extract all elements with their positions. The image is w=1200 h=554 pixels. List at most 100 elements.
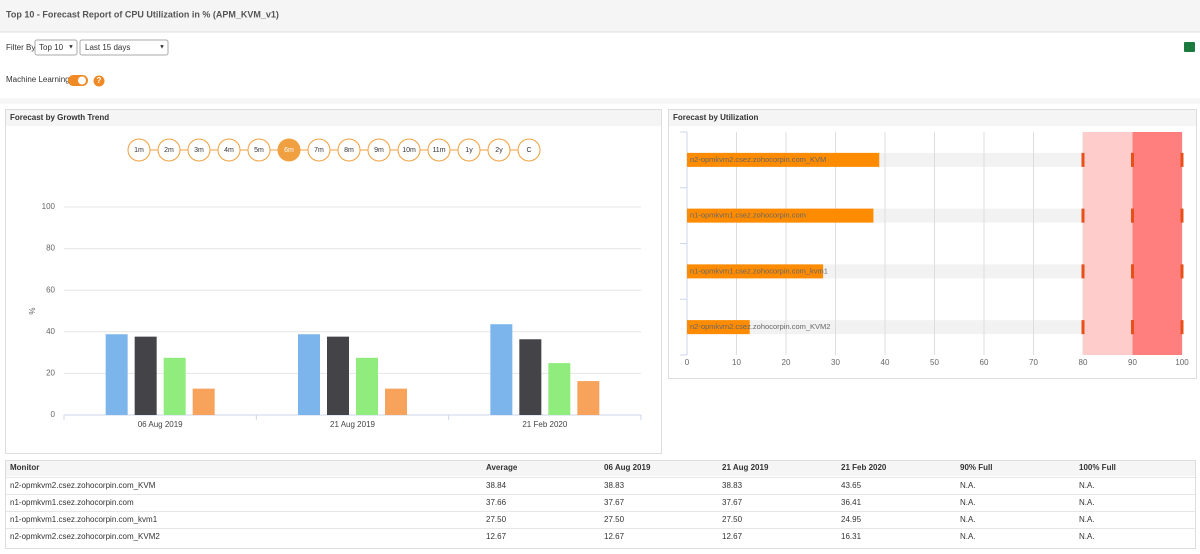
period-button[interactable]: [157, 138, 181, 162]
cell: 16.31: [841, 532, 862, 541]
x-tick-label: 70: [1029, 358, 1038, 367]
period-button[interactable]: [457, 138, 481, 162]
bar: [298, 334, 320, 415]
period-button[interactable]: [427, 138, 451, 162]
bar: [687, 152, 880, 167]
period-button[interactable]: [367, 138, 391, 162]
page-title: Top 10 - Forecast Report of CPU Utilizat…: [6, 9, 279, 19]
x-tick-label: 60: [980, 358, 989, 367]
x-tick-label: 0: [685, 358, 690, 367]
x-tick-label: 20: [782, 358, 791, 367]
period-button[interactable]: [127, 138, 151, 162]
period-label: 11m: [432, 147, 445, 154]
panel-title: Forecast by Growth Trend: [10, 113, 109, 122]
column-header: 06 Aug 2019: [604, 463, 651, 472]
bar-label: n2-opmkvm2.csez.zohocorpin.com_KVM: [690, 155, 826, 164]
bar: [687, 264, 824, 279]
bar: [134, 336, 157, 415]
y-tick-label: 0: [51, 410, 56, 419]
y-tick-label: 80: [46, 244, 55, 253]
band-marker: [1180, 152, 1184, 167]
period-label: 2y: [495, 147, 503, 154]
period-button[interactable]: [337, 138, 361, 162]
x-tick-label: 10: [732, 358, 741, 367]
period-button[interactable]: [187, 138, 211, 162]
cell: N.A.: [1079, 532, 1095, 541]
panel-head: [6, 110, 661, 126]
bar: [490, 324, 513, 415]
period-button[interactable]: [217, 138, 241, 162]
x-tick-label: 40: [881, 358, 890, 367]
x-tick-label: 50: [930, 358, 939, 367]
band-marker: [1081, 152, 1085, 167]
period-button[interactable]: [307, 138, 331, 162]
period-label: 8m: [344, 147, 354, 154]
cell: N.A.: [960, 498, 976, 507]
cell: n2-opmkvm2.csez.zohocorpin.com_KVM2: [10, 532, 160, 541]
bar: [519, 339, 542, 415]
period-label: C: [526, 147, 531, 154]
band-marker: [1131, 264, 1134, 279]
cell: 12.67: [604, 532, 625, 541]
column-header: Average: [486, 463, 518, 472]
cell: N.A.: [1079, 498, 1095, 507]
dropdown-arrow: ▼: [159, 45, 165, 51]
column-header: Monitor: [10, 463, 39, 472]
cell: n1-opmkvm1.csez.zohocorpin.com: [10, 498, 134, 507]
x-tick-label: 80: [1079, 358, 1088, 367]
range-select[interactable]: [79, 39, 169, 56]
period-button[interactable]: [517, 138, 541, 162]
period-label: 2m: [164, 147, 174, 154]
period-button[interactable]: [397, 138, 421, 162]
bar-label: n1-opmkvm1.csez.zohocorpin.com_kvm1: [690, 266, 828, 275]
cell: n2-opmkvm2.csez.zohocorpin.com_KVM: [10, 481, 156, 490]
help-icon[interactable]: [93, 75, 105, 87]
bar: [105, 334, 128, 415]
cell: 37.66: [486, 498, 507, 507]
plot-band: [1083, 132, 1133, 355]
period-label: 10m: [402, 147, 416, 154]
band-marker: [1131, 152, 1134, 167]
bar: [356, 357, 378, 415]
cell: 43.65: [841, 481, 862, 490]
cell: 12.67: [486, 532, 507, 541]
band-marker: [1180, 208, 1184, 223]
cell: 38.83: [604, 481, 625, 490]
column-header: 100% Full: [1079, 463, 1116, 472]
band-marker: [1180, 320, 1184, 335]
cell: 38.83: [722, 481, 743, 490]
excel-icon[interactable]: [1184, 42, 1195, 52]
period-label: 4m: [224, 147, 234, 154]
period-label: 3m: [194, 147, 204, 154]
cell: n1-opmkvm1.csez.zohocorpin.com_kvm1: [10, 515, 158, 524]
cell: N.A.: [960, 481, 976, 490]
band-marker: [1131, 208, 1134, 223]
bar: [192, 388, 215, 415]
band-marker: [1131, 320, 1134, 335]
dropdown-arrow: ▼: [68, 45, 74, 51]
cell: 27.50: [722, 515, 743, 524]
cell: N.A.: [960, 515, 976, 524]
period-button[interactable]: [277, 138, 301, 162]
period-button[interactable]: [247, 138, 271, 162]
period-button[interactable]: [487, 138, 511, 162]
bar: [327, 336, 349, 415]
table-head: [6, 461, 1195, 476]
cell: 37.67: [722, 498, 743, 507]
header-bar: [0, 0, 1200, 32]
bar: [163, 357, 186, 415]
divider: [0, 98, 1200, 104]
period-label: 5m: [254, 147, 264, 154]
period-label: 1y: [465, 147, 473, 154]
bar-label: n2-opmkvm2.csez.zohocorpin.com_KVM2: [690, 322, 830, 331]
top-select[interactable]: [34, 39, 78, 56]
ml-label: Machine Learning: [6, 75, 70, 84]
x-tick-label: 90: [1128, 358, 1137, 367]
bar: [548, 363, 571, 415]
cell: 37.67: [604, 498, 625, 507]
bar: [687, 208, 874, 223]
bar: [687, 320, 750, 335]
cell: 12.67: [722, 532, 743, 541]
help-text: ?: [97, 76, 102, 85]
